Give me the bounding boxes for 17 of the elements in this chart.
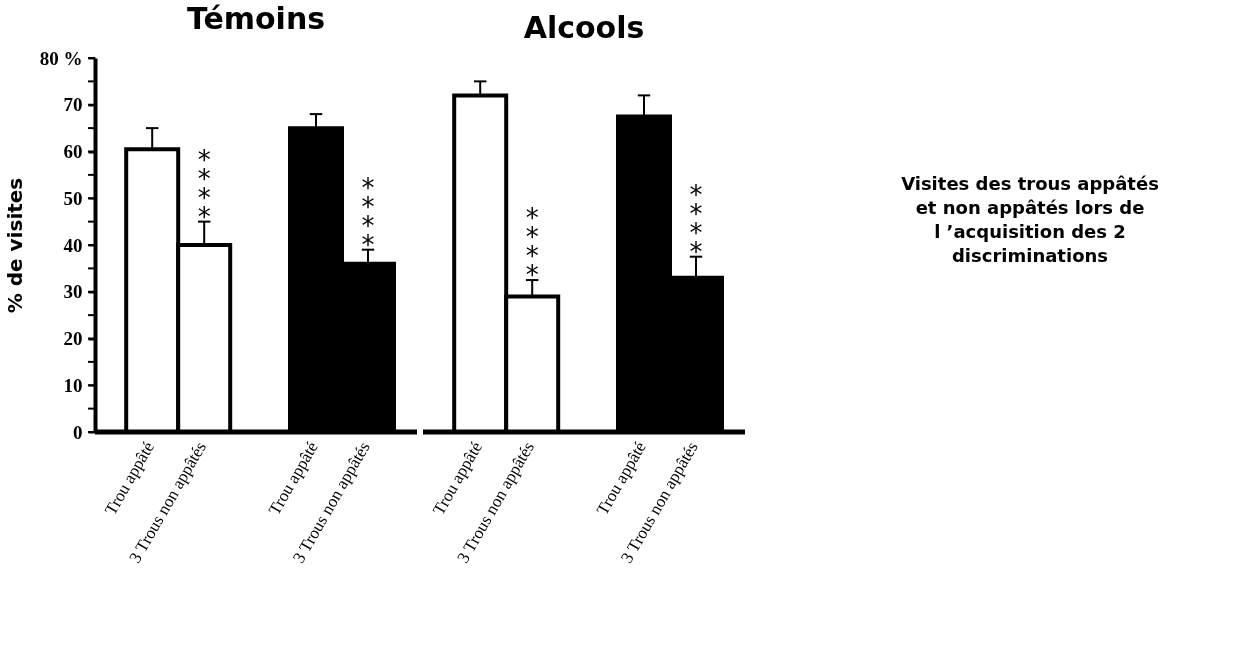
y-tick-label: 60 <box>63 141 83 162</box>
y-tick-label: 30 <box>63 281 83 303</box>
text: Visites des trous appâtés et non appâtés lors de l ’acquisition des 2 discriminations <box>901 173 1159 266</box>
data-label: **** <box>197 144 211 232</box>
y-tick-label: 10 <box>63 374 83 396</box>
data-label: **** <box>361 172 375 260</box>
y-tick-label: 50 <box>63 187 83 209</box>
y-tick-label: 40 <box>63 234 83 256</box>
data-label: **** <box>689 179 703 267</box>
chart-title: Alcools <box>523 10 645 45</box>
chart-title: Témoins <box>186 1 326 36</box>
data-label: **** <box>525 203 539 291</box>
y-axis-title: % de visites <box>2 177 27 314</box>
y-tick-label: 70 <box>63 94 83 116</box>
y-tick-label: 80 % <box>39 47 83 69</box>
y-tick-label: 20 <box>63 328 83 349</box>
y-tick-label: 0 <box>73 421 83 443</box>
